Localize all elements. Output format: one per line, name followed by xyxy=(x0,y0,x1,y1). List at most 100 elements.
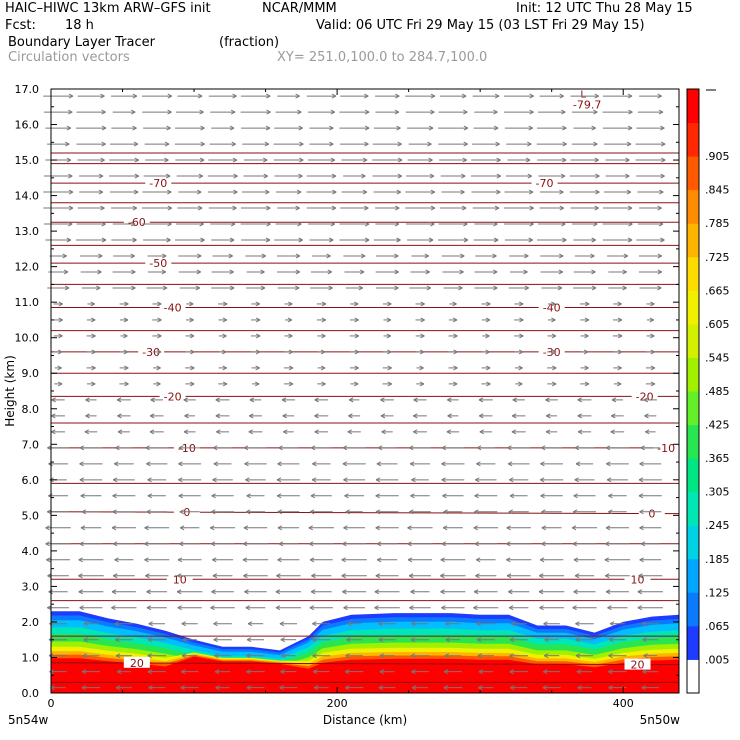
wind-vector-head xyxy=(650,365,656,371)
colorbar-label: .545 xyxy=(705,351,730,364)
colorbar-label: .665 xyxy=(705,284,730,297)
wind-vector-head xyxy=(164,157,169,163)
wind-vector-head xyxy=(213,653,219,659)
wind-vector-head xyxy=(657,285,662,291)
wind-vector-head xyxy=(595,189,600,195)
wind-vector-head xyxy=(584,317,590,323)
wind-vector-head xyxy=(213,621,218,627)
wind-vector-head xyxy=(528,237,533,243)
wind-vector-head xyxy=(473,605,478,611)
wind-vector-head xyxy=(540,445,546,451)
wind-vector-head xyxy=(288,349,294,355)
wind-vector-head xyxy=(360,253,366,259)
wind-vector-head xyxy=(51,397,56,403)
wind-vector-head xyxy=(222,317,228,323)
wind-vector-head xyxy=(551,381,557,387)
wind-vector-head xyxy=(419,349,425,355)
wind-vector-head xyxy=(180,685,185,691)
wind-vector-head xyxy=(610,429,615,435)
wind-vector-head xyxy=(312,669,318,675)
wind-vector-head xyxy=(362,157,368,163)
wind-vector-head xyxy=(112,477,118,483)
wind-vector-head xyxy=(178,493,184,499)
wind-vector-head xyxy=(78,557,83,563)
wind-vector-head xyxy=(463,221,468,227)
wind-vector-head xyxy=(296,189,302,195)
wind-vector-head xyxy=(265,125,271,131)
wind-vector-head xyxy=(157,333,162,339)
wind-vector-head xyxy=(230,221,236,227)
wind-vector-head xyxy=(545,429,551,435)
isotherm-label-bg xyxy=(538,301,565,313)
wind-vector-head xyxy=(265,237,271,243)
wind-vector-head xyxy=(222,333,227,339)
wind-vector-head xyxy=(330,109,336,115)
wind-vector-head xyxy=(189,333,195,339)
wind-vector-head xyxy=(411,685,417,691)
wind-vector-head xyxy=(420,333,425,339)
wind-vector-head xyxy=(66,157,72,163)
wind-vector-head xyxy=(605,445,611,451)
x-tick-label: 0 xyxy=(48,697,55,710)
wind-vector-head xyxy=(255,365,260,371)
wind-vector-head xyxy=(453,333,458,339)
isotherm-label-bg xyxy=(531,177,558,189)
wind-vector-head xyxy=(626,141,632,147)
wind-vector-head xyxy=(571,525,577,531)
wind-vector-head xyxy=(445,621,450,627)
colorbar-swatch xyxy=(687,458,699,493)
wind-vector-head xyxy=(295,269,301,275)
wind-vector-head xyxy=(178,477,183,483)
wind-vector-head xyxy=(345,653,350,659)
isotherm-label-bg xyxy=(123,216,150,228)
wind-vector-head xyxy=(181,621,186,627)
wind-vector-head xyxy=(266,221,271,227)
wind-vector-head xyxy=(577,397,582,403)
wind-vector-head xyxy=(452,301,457,307)
wind-vector-head xyxy=(288,381,294,387)
isotherm-label: -30 xyxy=(142,346,160,359)
wind-vector-head xyxy=(348,397,354,403)
wind-vector-head xyxy=(200,141,205,147)
wind-vector-head xyxy=(231,141,236,147)
wind-vector-head xyxy=(543,669,548,675)
wind-vector-head xyxy=(330,221,336,227)
wind-vector-head xyxy=(639,557,644,563)
wind-vector-head xyxy=(551,317,556,323)
wind-vector-head xyxy=(298,125,303,131)
y-tick-label: 10.0 xyxy=(15,332,40,345)
wind-vector-head xyxy=(249,397,255,403)
wind-vector-head xyxy=(593,141,598,147)
wind-vector-head xyxy=(165,173,171,179)
wind-vector-head xyxy=(342,461,348,467)
wind-vector-head xyxy=(512,397,517,403)
wind-vector-head xyxy=(114,557,119,563)
wind-vector-head xyxy=(593,109,598,115)
wind-vector-head xyxy=(242,557,248,563)
wind-vector-head xyxy=(308,541,314,547)
wind-vector-head xyxy=(379,653,385,659)
wind-vector-head xyxy=(584,301,590,307)
y-tick-label: 0.0 xyxy=(22,687,40,700)
wind-vector-head xyxy=(66,237,72,243)
wind-vector-head xyxy=(364,221,370,227)
wind-vector-head xyxy=(288,301,293,307)
wind-vector-head xyxy=(511,429,517,435)
y-tick-label: 7.0 xyxy=(22,438,40,451)
organization: NCAR/MMM xyxy=(262,1,337,16)
wind-vector-head xyxy=(395,93,400,99)
wind-vector-head xyxy=(111,525,117,531)
wind-vector-head xyxy=(96,285,101,291)
colorbar-frame xyxy=(686,88,700,694)
wind-vector-head xyxy=(58,301,63,307)
wind-vector-head xyxy=(62,253,67,259)
wind-vector-head xyxy=(243,445,249,451)
wind-vector-head xyxy=(199,221,204,227)
wind-vector-head xyxy=(81,685,87,691)
wind-vector-head xyxy=(222,381,228,387)
wind-vector-head xyxy=(167,221,172,227)
isotherm-label-bg xyxy=(159,301,186,313)
wind-vector-head xyxy=(452,381,458,387)
wind-vector-head xyxy=(46,557,51,563)
wind-vector-head xyxy=(539,573,544,579)
